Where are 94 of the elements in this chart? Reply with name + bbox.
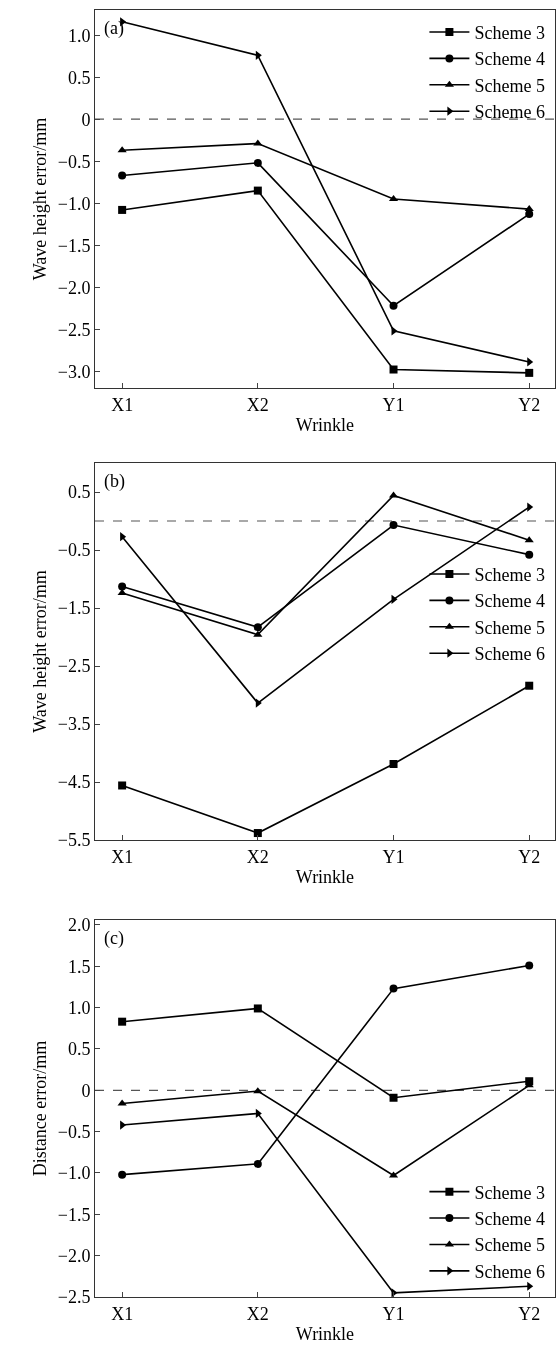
point [527,357,534,367]
point [525,210,534,219]
y-tick-label: 0.5 [67,1039,91,1060]
x-tick-label: Y2 [518,1303,541,1324]
point [117,1099,127,1106]
point [118,781,127,790]
x-tick-label: Y2 [518,846,541,867]
y-tick-label: −1.5 [57,598,91,619]
legend-label: Scheme 3 [474,565,545,586]
point [253,623,262,632]
point [118,582,127,591]
point [120,1120,127,1130]
point [118,171,127,180]
y-axis-title: Wave height error/mm [29,117,50,281]
point [389,984,398,993]
y-tick-label: −0.5 [57,151,91,172]
legend-label: Scheme 5 [474,1235,545,1256]
point [253,829,262,838]
point [525,681,534,690]
annotation: (a) [104,18,124,39]
x-tick-label: X2 [246,1303,269,1324]
point [525,368,534,377]
point [253,630,263,637]
point [118,1017,127,1026]
point [253,1087,263,1094]
y-tick-label: −2.0 [57,277,91,298]
x-tick-label: X2 [246,846,269,867]
x-tick-label: X2 [246,394,269,415]
point [118,205,127,214]
legend-label: Scheme 6 [474,644,545,665]
point [524,536,534,543]
x-axis-title: Wrinkle [295,866,355,887]
x-tick-label: Y1 [382,394,405,415]
y-tick-label: 0.5 [67,67,91,88]
y-tick-label: −4.5 [57,772,91,793]
y-tick-label: 0 [81,1080,91,1101]
point [253,139,263,146]
annotation: (b) [104,471,125,492]
point [253,1159,262,1168]
point [525,550,534,559]
annotation: (c) [104,928,124,949]
y-tick-label: −2.5 [57,656,91,677]
legend-label: Scheme 3 [474,23,545,43]
legend-label: Scheme 3 [474,1182,545,1203]
legend-label: Scheme 4 [474,49,545,70]
x-axis-title: Wrinkle [295,414,355,435]
legend-label: Scheme 4 [474,1209,545,1230]
point [253,158,262,167]
legend-label: Scheme 6 [474,1261,545,1282]
x-tick-label: Y1 [382,846,405,867]
y-tick-label: −1.0 [57,193,91,214]
y-tick-label: 0.5 [67,482,91,503]
y-tick-label: 1.0 [67,997,91,1018]
legend-label: Scheme 5 [474,617,545,638]
y-axis-title: Distance error/mm [29,1040,50,1177]
y-tick-label: −1.5 [57,235,91,256]
y-tick-label: −2.5 [57,319,91,340]
y-tick-label: 0 [81,109,91,130]
point [389,1093,398,1102]
point [253,1004,262,1013]
x-tick-label: X1 [111,846,134,867]
point [118,1170,127,1179]
legend-label: Scheme 4 [474,591,545,612]
point [389,301,398,310]
y-tick-label: 1.5 [67,956,91,977]
y-tick-label: −5.5 [57,830,91,851]
x-axis-title: Wrinkle [295,1323,355,1344]
point [525,961,534,970]
y-tick-label: −2.0 [57,1245,91,1266]
point [524,205,534,212]
y-tick-label: −3.5 [57,714,91,735]
legend-label: Scheme 6 [474,102,545,123]
legend-label: Scheme 5 [474,75,545,96]
x-tick-label: Y2 [518,394,541,415]
y-tick-label: −0.5 [57,1121,91,1142]
y-tick-label: −1.0 [57,1163,91,1184]
y-tick-label: −1.5 [57,1204,91,1225]
y-tick-label: 2.0 [67,915,91,936]
point [389,760,398,769]
x-tick-label: X1 [111,1303,134,1324]
point [527,1281,534,1291]
x-tick-label: X1 [111,394,134,415]
point [389,365,398,374]
point [120,532,127,542]
point [389,521,398,530]
point [527,502,534,512]
y-axis-title: Wave height error/mm [29,570,50,733]
y-tick-label: 1.0 [67,25,91,46]
y-tick-label: −3.0 [57,361,91,382]
x-tick-label: Y1 [382,1303,405,1324]
point [253,186,262,195]
y-tick-label: −2.5 [57,1287,91,1308]
point [255,50,262,60]
y-tick-label: −0.5 [57,540,91,561]
